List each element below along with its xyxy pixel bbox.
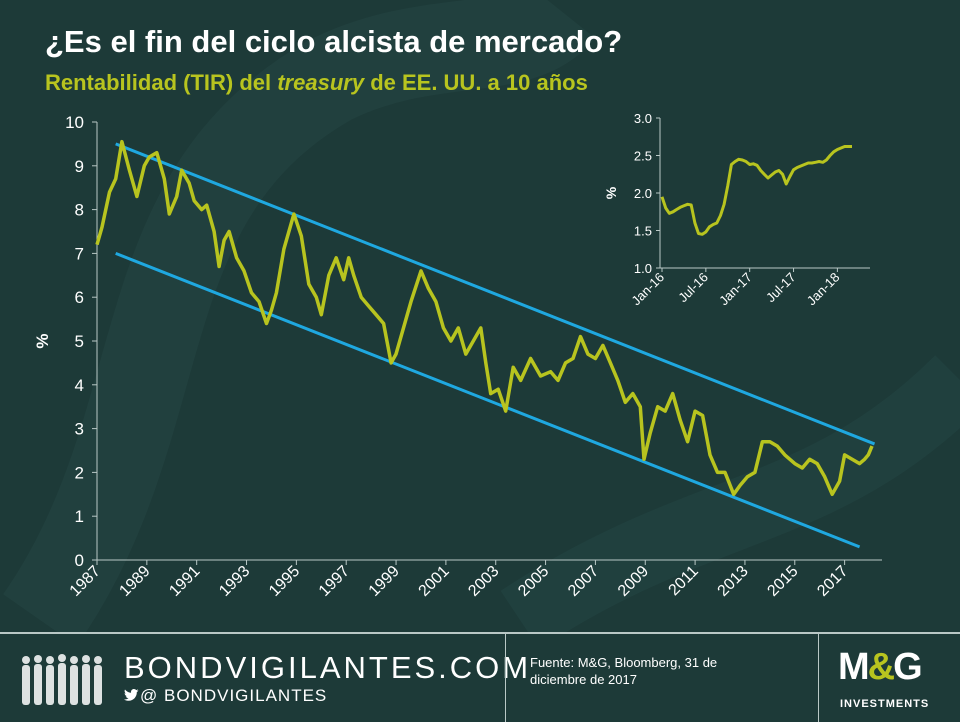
y-tick-label: 4	[75, 376, 84, 395]
x-tick-label: 1995	[266, 563, 303, 600]
x-tick-label: 1987	[67, 563, 104, 600]
x-tick-label: 2011	[666, 563, 702, 599]
chart-subtitle: Rentabilidad (TIR) del treasury de EE. U…	[45, 70, 588, 96]
background-swirl	[0, 0, 960, 632]
x-tick-label: 1997	[316, 563, 353, 600]
inset-x-tick-label: Jul-17	[763, 270, 799, 306]
treasury-yield-chart: 0 1 2 3 4 5 6 7 8 9 10 1987 1989 1991 1993 1995 1997 1999…	[33, 111, 882, 600]
trend-channel	[115, 142, 876, 549]
x-tick-label: 1991	[166, 563, 203, 600]
y-tick-label: 3	[75, 420, 84, 439]
inset-y-tick-label: 3.0	[634, 111, 652, 126]
logo-amp: &	[867, 646, 895, 688]
x-tick-label: 1989	[116, 563, 153, 600]
logo-g: G	[893, 646, 923, 688]
x-tick-label: 2003	[465, 563, 502, 600]
chart-title: ¿Es el fin del ciclo alcista de mercado?	[45, 24, 623, 59]
y-tick-label: 10	[65, 113, 84, 132]
x-tick-label: 2001	[416, 563, 453, 600]
mg-investments-logo: M&G INVESTMENTS	[832, 642, 950, 716]
x-tick-label: 2007	[565, 563, 602, 600]
inset-y-tick-label: 2.5	[634, 149, 652, 164]
x-tick-label: 2009	[615, 563, 652, 600]
logo-mark: M&G	[838, 646, 923, 689]
inset-series	[660, 145, 852, 236]
y-tick-label: 0	[75, 551, 84, 570]
y-tick-label: 6	[75, 288, 84, 307]
y-tick-label: 2	[75, 463, 84, 482]
y-tick-label: 7	[75, 244, 84, 263]
logo-m: M	[838, 646, 870, 688]
source-note: Fuente: M&G, Bloomberg, 31 de diciembre …	[530, 655, 718, 687]
main-chart-axes: 0 1 2 3 4 5 6 7 8 9 10 1987 1989 1991 1993 1995 1997 1999…	[33, 113, 882, 600]
inset-y-tick-label: 1.0	[634, 261, 652, 276]
logo-subtitle: INVESTMENTS	[840, 698, 930, 710]
footer-bar: BONDVIGILANTES.COM @ BONDVIGILANTES Fuen…	[0, 632, 960, 722]
people-silhouette-icon	[22, 654, 102, 705]
inset-yield-line	[660, 145, 852, 236]
footer-divider	[505, 634, 506, 722]
channel-upper-line	[115, 142, 876, 446]
y-tick-label: 1	[75, 507, 84, 526]
inset-x-tick-label: Jul-16	[675, 270, 711, 306]
inset-y-tick-label: 1.5	[634, 224, 652, 239]
inset-y-tick-label: 2.0	[634, 186, 652, 201]
subtitle-pre: Rentabilidad (TIR) del	[45, 70, 278, 95]
y-tick-label: 9	[75, 157, 84, 176]
subtitle-post: de EE. UU. a 10 años	[364, 70, 588, 95]
inset-x-tick-label: Jan-17	[716, 270, 755, 309]
x-tick-label: 1993	[216, 563, 253, 600]
social-handle[interactable]: @ BONDVIGILANTES	[124, 686, 327, 706]
footer-divider	[818, 634, 819, 722]
x-tick-label: 2015	[764, 563, 801, 600]
handle-text: BONDVIGILANTES	[164, 686, 328, 705]
x-tick-label: 1999	[366, 563, 403, 600]
x-tick-label: 2013	[715, 563, 752, 600]
handle-prefix: @	[140, 686, 159, 705]
inset-y-axis-label: %	[603, 186, 619, 199]
yield-line	[95, 139, 874, 497]
main-series	[95, 139, 874, 497]
y-axis-label: %	[33, 333, 52, 348]
channel-lower-line	[115, 252, 861, 549]
twitter-bird-icon	[124, 686, 140, 706]
x-tick-label: 2017	[814, 563, 851, 600]
subtitle-emphasis: treasury	[277, 70, 365, 95]
inset-x-tick-label: Jan-18	[804, 270, 843, 309]
y-tick-label: 8	[75, 201, 84, 220]
y-tick-label: 5	[75, 332, 84, 351]
x-tick-label: 2005	[515, 563, 552, 600]
brand-name[interactable]: BONDVIGILANTES.COM	[124, 650, 532, 685]
